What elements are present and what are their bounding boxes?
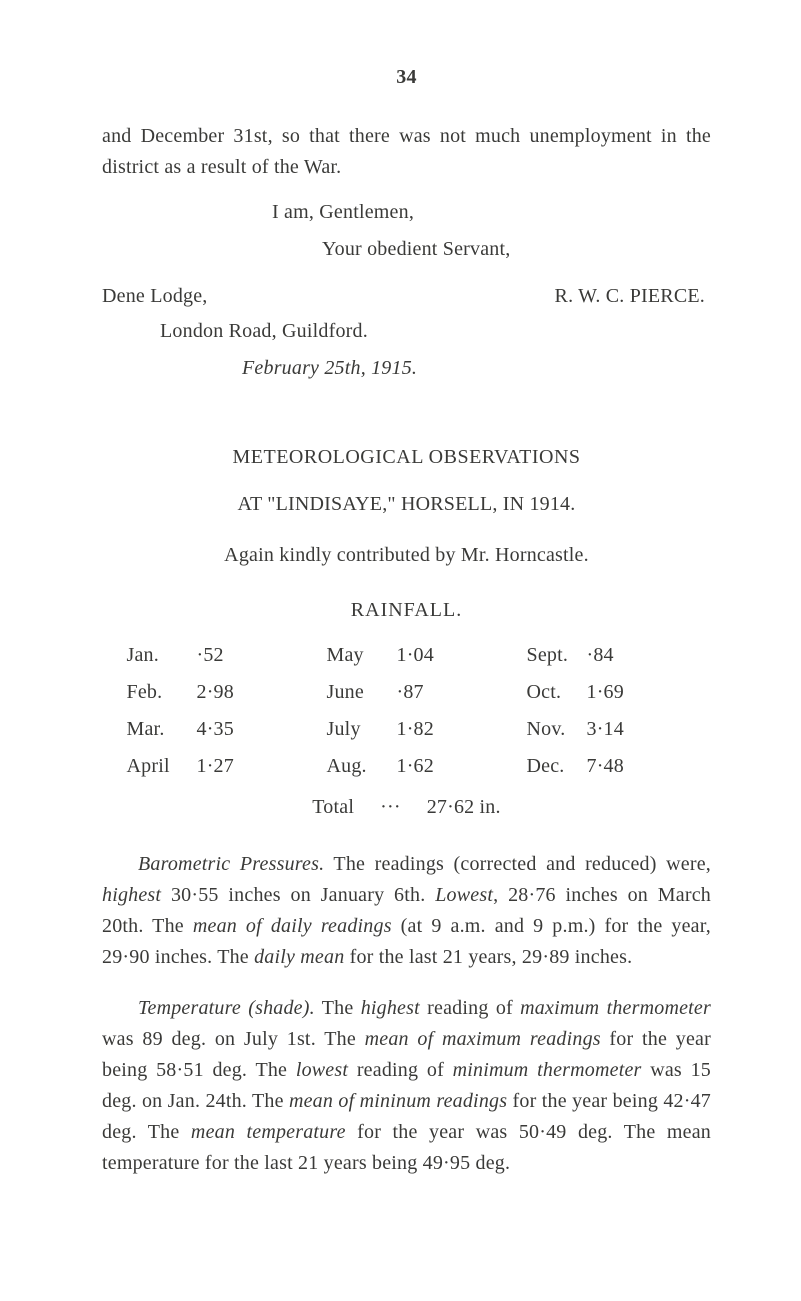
text: The readings (corrected and re­duced) we… <box>324 853 711 875</box>
closing-line-1: I am, Gentlemen, <box>272 197 711 228</box>
table-cell: 2·98 <box>197 677 257 708</box>
total-value: 27·62 in. <box>427 796 501 818</box>
barometric-lead: Barometric Pressures. <box>138 853 324 875</box>
rainfall-table: Jan. ·52 May 1·04 Sept. ·84 Feb. 2·98 Ju… <box>127 640 687 782</box>
table-cell: ·84 <box>587 640 647 671</box>
closing-line-2: Your obedient Servant, <box>322 234 711 265</box>
table-cell: May <box>327 640 397 671</box>
table-cell: 1·04 <box>397 640 457 671</box>
italic-daily-mean: daily mean <box>254 946 344 968</box>
text: reading of <box>420 997 520 1019</box>
rainfall-title: RAINFALL. <box>102 595 711 626</box>
signature: R. W. C. PIERCE. <box>555 281 705 312</box>
italic-mean-max: mean of maxi­mum readings <box>365 1028 601 1050</box>
table-cell: Oct. <box>527 677 587 708</box>
table-cell: Nov. <box>527 714 587 745</box>
total-label: Total <box>312 796 354 818</box>
italic-max-therm: maximum thermometer <box>520 997 711 1019</box>
table-cell: Dec. <box>527 751 587 782</box>
italic-min-therm: minimum thermometer <box>453 1059 642 1081</box>
italic-lowest: Lowest <box>435 884 493 906</box>
italic-mean-min: mean of mininum readings <box>289 1090 507 1112</box>
meteo-title: METEOROLOGICAL OBSERVATIONS <box>102 442 711 473</box>
italic-highest: highest <box>361 997 420 1019</box>
date-line: February 25th, 1915. <box>242 353 711 384</box>
table-cell: 3·14 <box>587 714 647 745</box>
table-cell: April <box>127 751 197 782</box>
table-cell: Sept. <box>527 640 587 671</box>
total-dots: ··· <box>380 796 401 818</box>
table-cell: June <box>327 677 397 708</box>
temperature-paragraph: Temperature (shade). The highest reading… <box>102 993 711 1179</box>
table-cell: ·52 <box>197 640 257 671</box>
text: was 89 deg. on July 1st. The <box>102 1028 365 1050</box>
table-cell: Jan. <box>127 640 197 671</box>
text: 30·55 inches on January 6th. <box>161 884 435 906</box>
rainfall-total: Total ··· 27·62 in. <box>102 792 711 823</box>
meteo-note: Again kindly contributed by Mr. Horncast… <box>102 540 711 571</box>
italic-lowest: lowest <box>296 1059 348 1081</box>
table-cell: 1·62 <box>397 751 457 782</box>
table-cell: 7·48 <box>587 751 647 782</box>
table-cell: Aug. <box>327 751 397 782</box>
table-cell: July <box>327 714 397 745</box>
meteo-subtitle: AT "LINDISAYE," HORSELL, IN 1914. <box>102 489 711 520</box>
lodge-name: Dene Lodge, <box>102 281 208 312</box>
table-cell: Feb. <box>127 677 197 708</box>
italic-mean-temp: mean temperature <box>191 1121 346 1143</box>
opening-paragraph: and December 31st, so that there was not… <box>102 121 711 183</box>
page-number: 34 <box>102 62 711 93</box>
table-cell: 1·82 <box>397 714 457 745</box>
table-cell: 1·27 <box>197 751 257 782</box>
table-cell: ·87 <box>397 677 457 708</box>
text: The <box>315 997 361 1019</box>
table-cell: Mar. <box>127 714 197 745</box>
table-cell: 1·69 <box>587 677 647 708</box>
text: reading of <box>348 1059 452 1081</box>
barometric-paragraph: Barometric Pressures. The readings (corr… <box>102 849 711 973</box>
temperature-lead: Temperature (shade). <box>138 997 315 1019</box>
address-line: London Road, Guildford. <box>160 316 711 347</box>
table-cell: 4·35 <box>197 714 257 745</box>
italic-highest: highest <box>102 884 161 906</box>
text: for the last 21 years, 29·89 inches. <box>344 946 632 968</box>
italic-mean-daily: mean of daily readings <box>193 915 392 937</box>
